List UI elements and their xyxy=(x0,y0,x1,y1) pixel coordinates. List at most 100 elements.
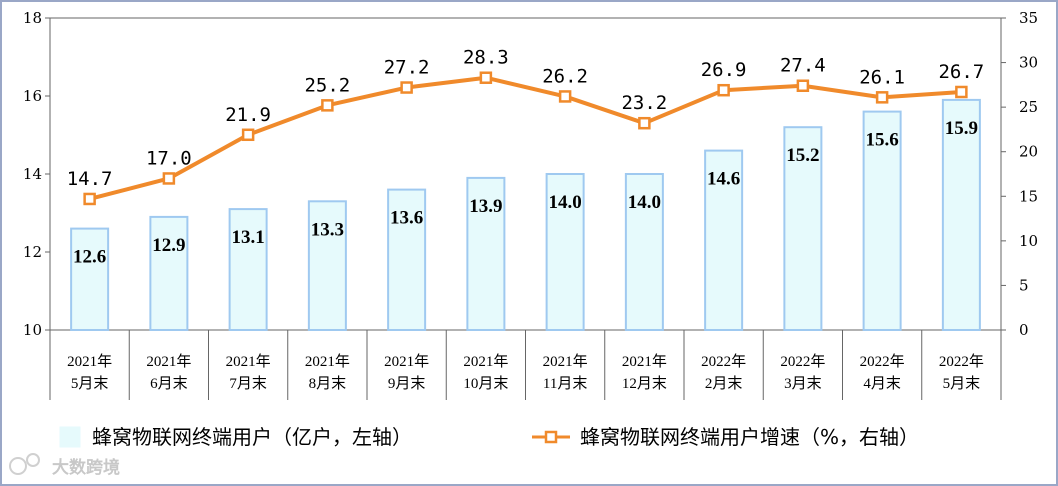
line-point xyxy=(162,172,176,185)
line-data-label: 27.2 xyxy=(384,57,430,79)
x-axis-tick-label-month: 5月末 xyxy=(943,375,981,392)
bar-data-label: 12.6 xyxy=(73,247,106,268)
line-point xyxy=(717,83,730,97)
left-axis: 10 12 14 16 18 xyxy=(23,9,50,339)
line-point xyxy=(321,99,334,112)
x-axis-tick-label-month: 10月末 xyxy=(463,375,508,392)
x-axis-tick-label-year: 2021年 xyxy=(67,353,112,370)
bar xyxy=(783,126,823,331)
bar-data-label: 13.1 xyxy=(232,227,265,248)
bar-data-label: 15.6 xyxy=(866,130,899,151)
bar xyxy=(941,98,981,332)
bar-data-label: 13.9 xyxy=(469,196,502,217)
watermark-text: 大数跨境 xyxy=(52,457,120,478)
bar-data-label: 13.3 xyxy=(311,219,344,240)
line-data-label: 28.3 xyxy=(463,47,509,69)
x-axis-tick-label-year: 2021年 xyxy=(543,353,588,370)
right-axis-tick-label: 35 xyxy=(1019,9,1038,27)
bar xyxy=(228,208,268,332)
x-axis-tick-label-month: 9月末 xyxy=(388,375,426,392)
bar-data-label: 14.0 xyxy=(628,192,661,213)
right-axis: 0 5 10 15 20 25 30 35 xyxy=(1001,9,1038,339)
x-axis-tick-label-month: 2月末 xyxy=(705,375,743,392)
x-axis-tick-label-month: 12月末 xyxy=(622,375,667,392)
bar-series xyxy=(70,98,981,332)
line-point xyxy=(558,90,572,103)
legend-bar-swatch xyxy=(59,426,81,448)
watermark-logo-icon xyxy=(9,457,27,475)
watermark: 大数跨境 xyxy=(9,453,120,478)
line-data-label: 23.2 xyxy=(621,92,667,114)
left-axis-tick-label: 18 xyxy=(23,9,42,27)
line-point xyxy=(955,85,968,99)
line-data-label: 25.2 xyxy=(304,74,350,96)
x-axis-tick-label-year: 2021年 xyxy=(146,353,191,370)
x-axis-tick-label-year: 2021年 xyxy=(226,353,271,370)
legend-line-label: 蜂窝物联网终端用户增速（%，右轴） xyxy=(580,425,919,449)
left-axis-tick-label: 16 xyxy=(23,87,42,105)
x-axis-tick-label-month: 4月末 xyxy=(863,375,901,392)
left-axis-tick-label: 10 xyxy=(23,321,42,339)
legend-bar-label: 蜂窝物联网终端用户（亿户，左轴） xyxy=(92,425,412,449)
x-axis: 2021年 5月末 2021年 6月末 2021年 7月末 2021年 8月末 2021年 9月末… xyxy=(49,330,1002,400)
x-axis-tick-label-month: 11月末 xyxy=(543,375,587,392)
line-point xyxy=(83,192,96,206)
line-point xyxy=(241,128,255,142)
bar xyxy=(149,215,189,331)
bar-data-label: 15.2 xyxy=(786,145,819,166)
line-path xyxy=(89,75,962,201)
right-axis-tick-label: 20 xyxy=(1019,143,1038,161)
x-axis-tick-label-month: 7月末 xyxy=(229,375,267,392)
x-axis-tick-label-month: 8月末 xyxy=(309,375,347,392)
bar-data-label: 14.0 xyxy=(549,192,582,213)
x-axis-tick-label-year: 2022年 xyxy=(701,353,746,370)
bar xyxy=(70,227,110,332)
bar xyxy=(466,176,506,331)
bar-data-label: 14.6 xyxy=(707,169,740,190)
x-axis-tick-label-year: 2022年 xyxy=(780,353,825,370)
x-axis-tick-label-year: 2022年 xyxy=(939,353,984,370)
right-axis-tick-label: 0 xyxy=(1019,321,1029,339)
x-axis-tick-label-month: 6月末 xyxy=(150,375,188,392)
right-axis-tick-label: 5 xyxy=(1019,276,1029,294)
line-data-label: 26.1 xyxy=(859,66,905,88)
right-axis-tick-label: 30 xyxy=(1019,54,1038,72)
bar xyxy=(624,173,664,331)
watermark-logo-icon-2 xyxy=(26,453,40,467)
line-data-label: 27.4 xyxy=(780,55,826,77)
right-axis-tick-label: 10 xyxy=(1019,232,1038,250)
bar xyxy=(704,149,744,331)
bar xyxy=(862,110,902,331)
x-axis-tick-label-year: 2021年 xyxy=(622,353,667,370)
x-axis-tick-label-month: 5月末 xyxy=(71,375,109,392)
bar xyxy=(387,188,427,331)
x-axis-tick-label-year: 2022年 xyxy=(860,353,905,370)
bar-data-label: 12.9 xyxy=(152,235,185,256)
line-data-label: 26.2 xyxy=(542,65,588,87)
bar-data-label: 13.6 xyxy=(390,208,423,229)
line-series xyxy=(83,71,968,206)
legend-line-marker xyxy=(544,430,558,444)
x-axis-tick-label-year: 2021年 xyxy=(305,353,350,370)
legend: 蜂窝物联网终端用户（亿户，左轴） 蜂窝物联网终端用户增速（%，右轴） xyxy=(59,425,919,449)
right-axis-tick-label: 15 xyxy=(1019,187,1038,205)
line-data-label: 21.9 xyxy=(225,104,271,126)
line-point xyxy=(875,91,889,104)
line-point xyxy=(796,79,810,92)
bar xyxy=(307,200,347,331)
line-data-label: 17.0 xyxy=(146,147,192,169)
bar-data-labels: 12.6 12.9 13.1 13.3 13.6 13.9 14.0 14.0 14.6 15.2… xyxy=(73,118,978,268)
line-data-label: 14.7 xyxy=(67,168,113,190)
line-point xyxy=(638,116,651,130)
bar xyxy=(545,173,585,331)
x-axis-tick-label-year: 2021年 xyxy=(384,353,429,370)
plot-area xyxy=(49,17,1002,331)
x-axis-tick-label-year: 2021年 xyxy=(463,353,508,370)
line-data-label: 26.7 xyxy=(938,61,984,83)
line-data-label: 26.9 xyxy=(701,59,747,81)
left-axis-tick-label: 12 xyxy=(23,243,42,261)
line-point xyxy=(400,81,413,94)
